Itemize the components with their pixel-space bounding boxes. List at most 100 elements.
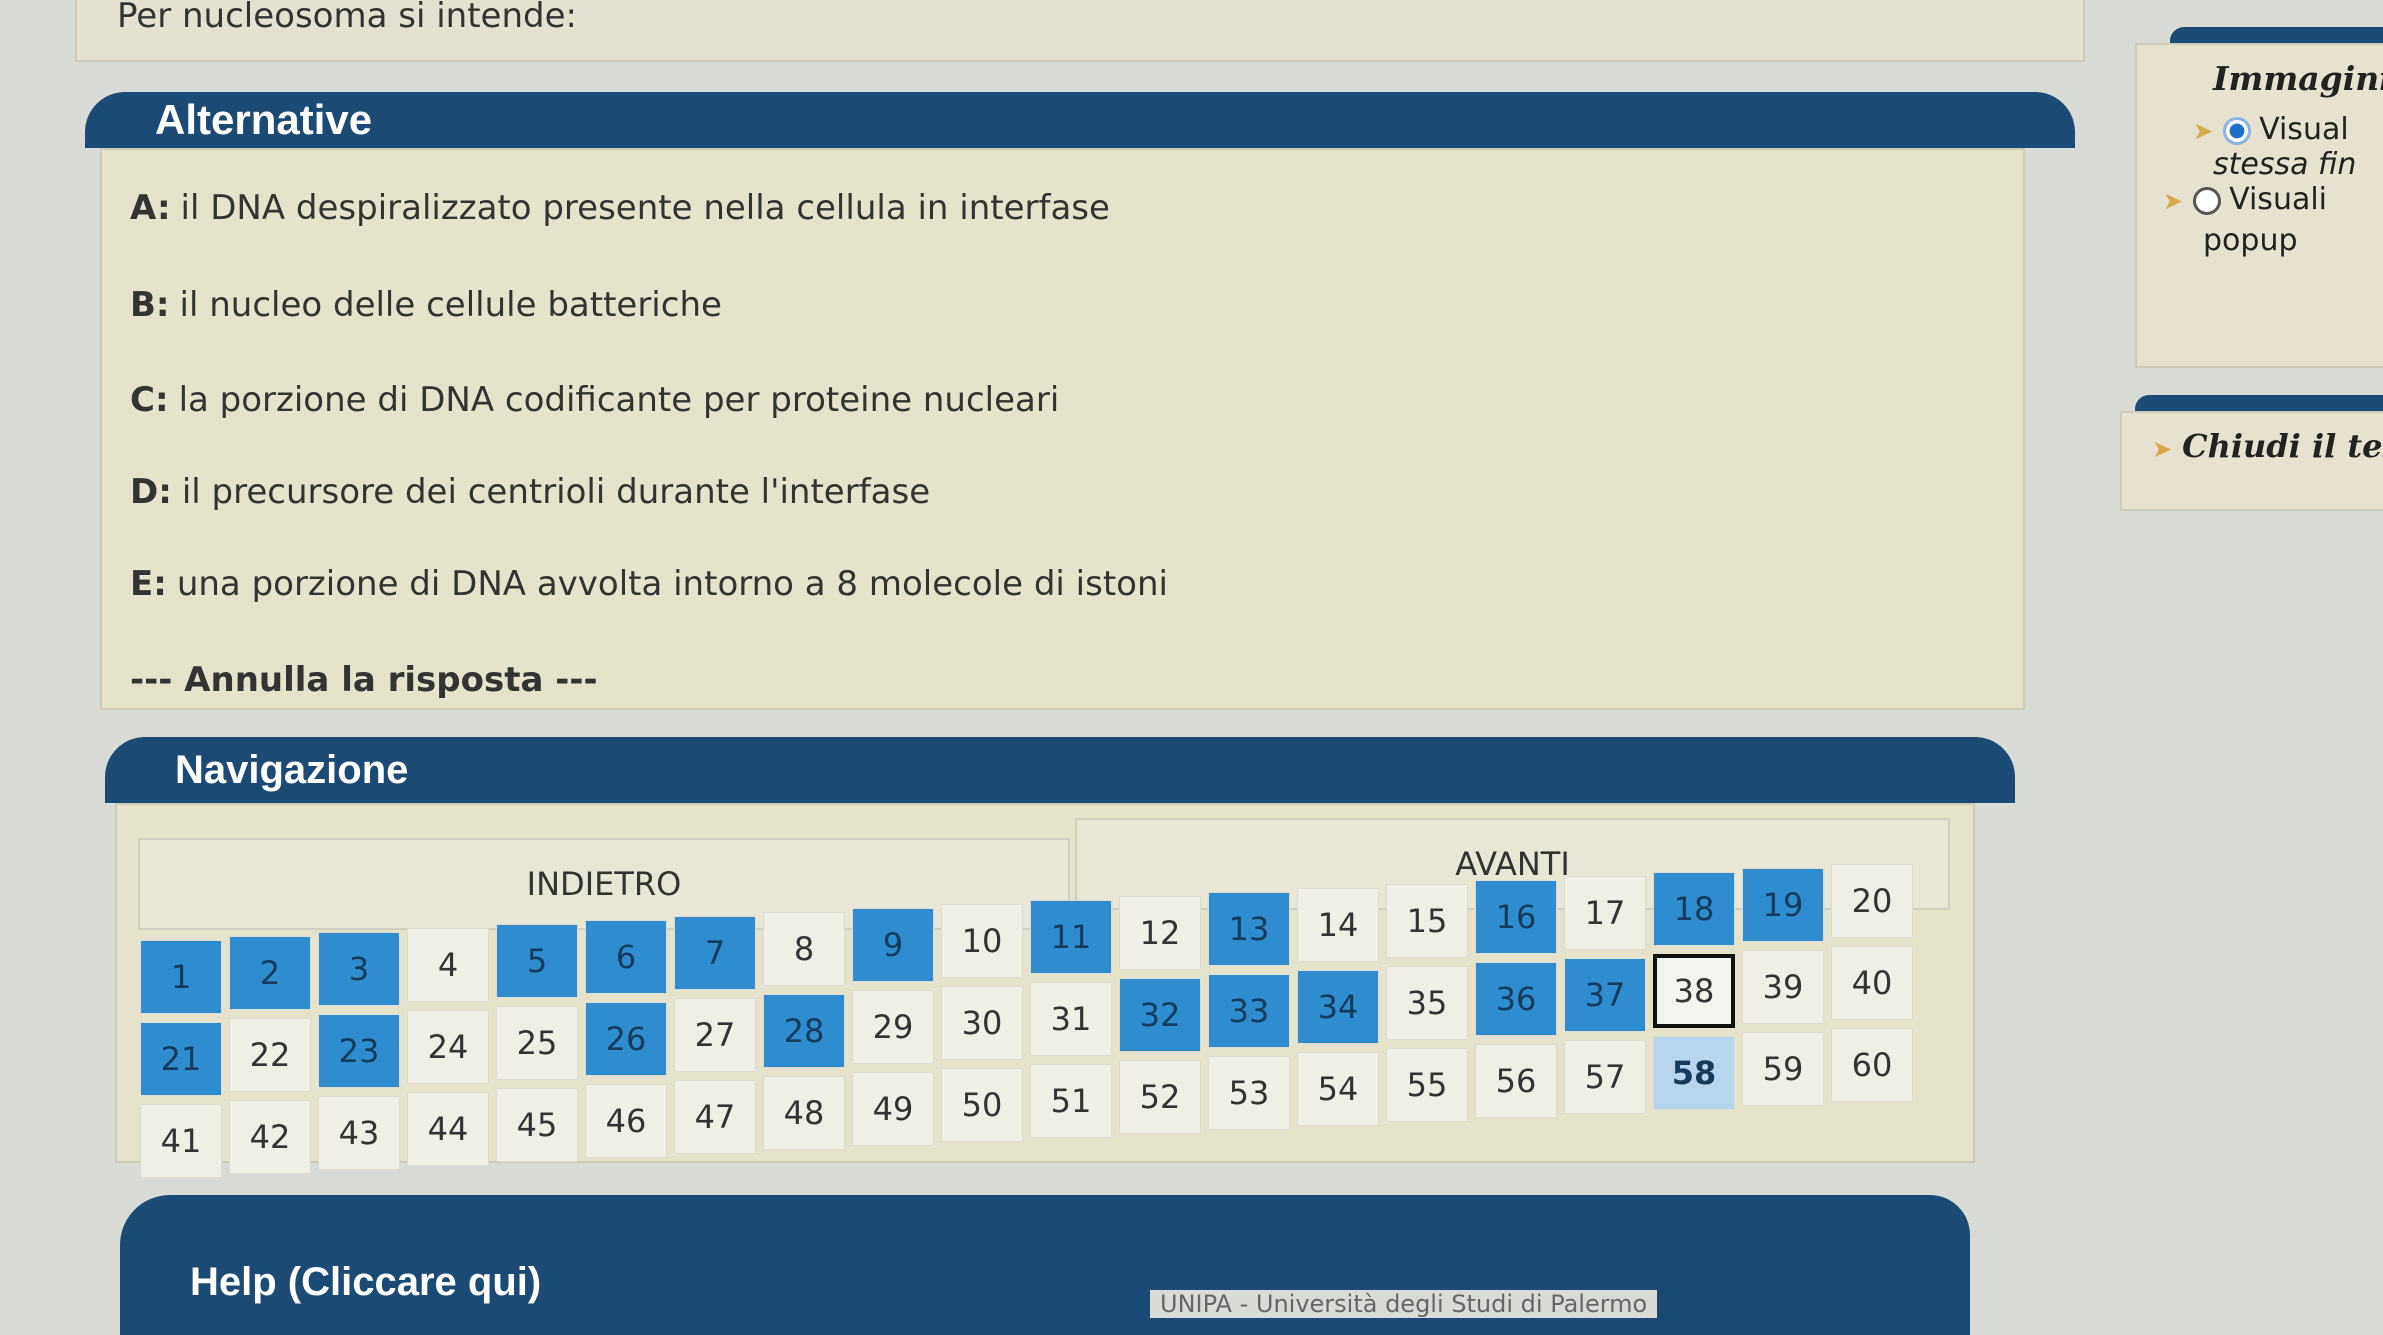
question-cell-54[interactable]: 54 (1297, 1052, 1379, 1126)
question-cell-2[interactable]: 2 (229, 936, 311, 1010)
question-cell-34[interactable]: 34 (1297, 970, 1379, 1044)
question-cell-56[interactable]: 56 (1475, 1044, 1557, 1118)
radio-selected-icon[interactable] (2223, 116, 2252, 145)
answer-letter: C: (130, 380, 169, 420)
question-cell-57[interactable]: 57 (1564, 1040, 1646, 1114)
question-cell-28[interactable]: 28 (763, 994, 845, 1068)
question-cell-25[interactable]: 25 (496, 1006, 578, 1080)
navigation-title: Navigazione (175, 747, 409, 792)
footer-text: UNIPA - Università degli Studi di Palerm… (1150, 1290, 1658, 1318)
question-cell-49[interactable]: 49 (852, 1072, 934, 1146)
question-cell-39[interactable]: 39 (1742, 950, 1824, 1024)
help-title[interactable]: Help (Cliccare qui) (190, 1260, 542, 1304)
question-cell-41[interactable]: 41 (140, 1104, 222, 1178)
question-cell-40[interactable]: 40 (1831, 946, 1913, 1020)
question-cell-6[interactable]: 6 (585, 920, 667, 994)
question-cell-30[interactable]: 30 (941, 986, 1023, 1060)
images-option-popup[interactable]: ➤ Visuali (2163, 182, 2383, 217)
help-header[interactable]: Help (Cliccare qui) (120, 1195, 1970, 1335)
question-cell-9[interactable]: 9 (852, 908, 934, 982)
answer-letter: B: (130, 285, 170, 325)
question-cell-45[interactable]: 45 (496, 1088, 578, 1162)
arrow-icon: ➤ (2152, 435, 2173, 463)
answer-a[interactable]: A: il DNA despiralizzato presente nella c… (130, 188, 1110, 228)
answer-e[interactable]: E: una porzione di DNA avvolta intorno a … (130, 564, 1168, 604)
question-cell-14[interactable]: 14 (1297, 888, 1379, 962)
images-panel: Immagini ➤ Visual stessa fin ➤ Visuali pop… (2135, 43, 2383, 368)
answer-c[interactable]: C: la porzione di DNA codificante per pro… (130, 380, 1059, 420)
question-cell-8[interactable]: 8 (763, 912, 845, 986)
question-cell-26[interactable]: 26 (585, 1002, 667, 1076)
question-cell-48[interactable]: 48 (763, 1076, 845, 1150)
question-cell-11[interactable]: 11 (1030, 900, 1112, 974)
question-cell-32[interactable]: 32 (1119, 978, 1201, 1052)
question-cell-19[interactable]: 19 (1742, 868, 1824, 942)
question-cell-12[interactable]: 12 (1119, 896, 1201, 970)
images-option-inline[interactable]: ➤ Visual (2193, 112, 2383, 147)
question-cell-36[interactable]: 36 (1475, 962, 1557, 1036)
question-cell-31[interactable]: 31 (1030, 982, 1112, 1056)
question-cell-50[interactable]: 50 (941, 1068, 1023, 1142)
close-test-panel[interactable]: ➤ Chiudi il tes (2120, 411, 2383, 511)
close-test-link[interactable]: Chiudi il tes (2182, 427, 2383, 465)
question-cell-10[interactable]: 10 (941, 904, 1023, 978)
question-cell-23[interactable]: 23 (318, 1014, 400, 1088)
question-cell-60[interactable]: 60 (1831, 1028, 1913, 1102)
question-cell-55[interactable]: 55 (1386, 1048, 1468, 1122)
question-cell-59[interactable]: 59 (1742, 1032, 1824, 1106)
option-label-cont: stessa fin (2213, 147, 2357, 182)
question-cell-29[interactable]: 29 (852, 990, 934, 1064)
question-cell-46[interactable]: 46 (585, 1084, 667, 1158)
question-cell-44[interactable]: 44 (407, 1092, 489, 1166)
question-cell-47[interactable]: 47 (674, 1080, 756, 1154)
answer-text: il precursore dei centrioli durante l'in… (181, 472, 931, 512)
images-title: Immagini (2213, 59, 2383, 98)
question-cell-27[interactable]: 27 (674, 998, 756, 1072)
question-cell-52[interactable]: 52 (1119, 1060, 1201, 1134)
answer-text: una porzione di DNA avvolta intorno a 8 … (176, 564, 1168, 604)
question-cell-3[interactable]: 3 (318, 932, 400, 1006)
close-header-bar (2135, 395, 2383, 411)
question-cell-5[interactable]: 5 (496, 924, 578, 998)
question-cell-35[interactable]: 35 (1386, 966, 1468, 1040)
question-box: Per nucleosoma si intende: (75, 0, 2085, 62)
alternatives-header: Alternative (85, 92, 2075, 148)
alternatives-panel (100, 148, 2025, 710)
answer-text: il nucleo delle cellule batteriche (179, 285, 722, 325)
answer-letter: A: (130, 188, 171, 228)
question-cell-43[interactable]: 43 (318, 1096, 400, 1170)
question-cell-7[interactable]: 7 (674, 916, 756, 990)
answer-letter: D: (130, 472, 172, 512)
question-cell-21[interactable]: 21 (140, 1022, 222, 1096)
question-cell-20[interactable]: 20 (1831, 864, 1913, 938)
question-cell-17[interactable]: 17 (1564, 876, 1646, 950)
question-cell-18[interactable]: 18 (1653, 872, 1735, 946)
navigation-header: Navigazione (105, 737, 2015, 803)
question-cell-33[interactable]: 33 (1208, 974, 1290, 1048)
arrow-icon: ➤ (2193, 117, 2214, 145)
question-cell-24[interactable]: 24 (407, 1010, 489, 1084)
question-cell-22[interactable]: 22 (229, 1018, 311, 1092)
question-cell-38[interactable]: 38 (1653, 954, 1735, 1028)
option-label-cont: popup (2203, 223, 2298, 258)
question-cell-37[interactable]: 37 (1564, 958, 1646, 1032)
option-label: Visual (2259, 112, 2349, 147)
images-header-bar (2170, 27, 2383, 43)
question-text: Per nucleosoma si intende: (117, 0, 577, 36)
question-cell-53[interactable]: 53 (1208, 1056, 1290, 1130)
cancel-answer-link[interactable]: --- Annulla la risposta --- (130, 660, 598, 700)
back-button[interactable]: INDIETRO (138, 838, 1070, 930)
alternatives-title: Alternative (155, 96, 373, 143)
question-cell-58[interactable]: 58 (1653, 1036, 1735, 1110)
question-cell-42[interactable]: 42 (229, 1100, 311, 1174)
question-cell-51[interactable]: 51 (1030, 1064, 1112, 1138)
answer-text: il DNA despiralizzato presente nella cel… (180, 188, 1110, 228)
question-cell-4[interactable]: 4 (407, 928, 489, 1002)
answer-b[interactable]: B: il nucleo delle cellule batteriche (130, 285, 722, 325)
question-cell-16[interactable]: 16 (1475, 880, 1557, 954)
answer-d[interactable]: D: il precursore dei centrioli durante l'… (130, 472, 930, 512)
question-cell-13[interactable]: 13 (1208, 892, 1290, 966)
question-cell-1[interactable]: 1 (140, 940, 222, 1014)
radio-icon[interactable] (2193, 186, 2222, 215)
question-cell-15[interactable]: 15 (1386, 884, 1468, 958)
